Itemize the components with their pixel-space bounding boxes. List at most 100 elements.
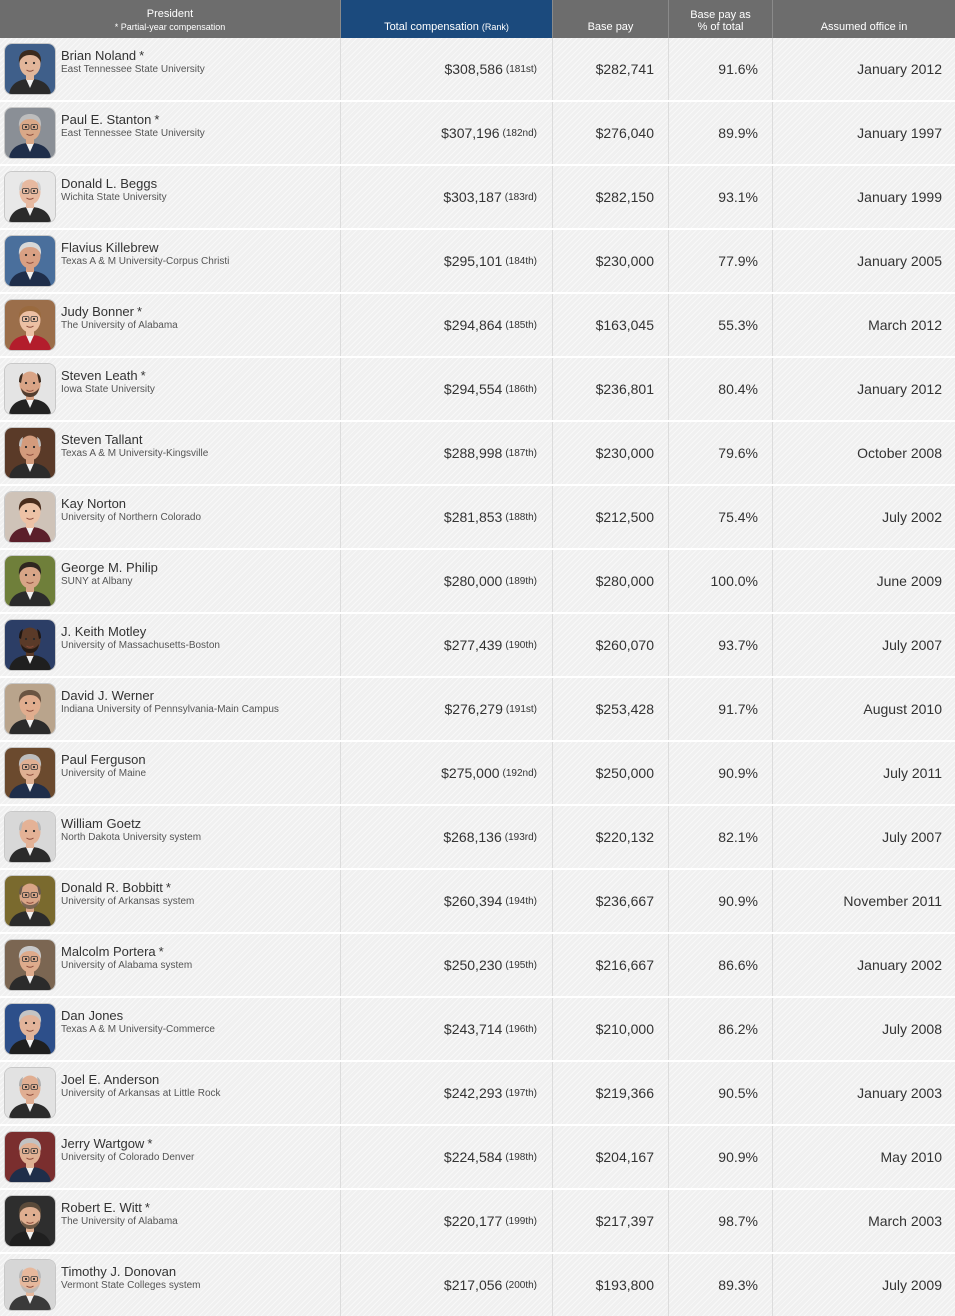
president-info: David J. Werner Indiana University of Pe…	[61, 688, 279, 716]
table-row[interactable]: Kay Norton University of Northern Colora…	[0, 486, 955, 548]
portrait-collar	[26, 399, 34, 408]
avatar	[5, 684, 55, 734]
president-name: Judy Bonner	[61, 304, 134, 319]
portrait-eye-left	[24, 1149, 28, 1153]
assumed-office-header-label: Assumed office in	[820, 21, 908, 33]
portrait-face	[19, 1139, 41, 1165]
president-info: William Goetz North Dakota University sy…	[61, 816, 201, 844]
base-pay-percent-value: 79.6%	[718, 445, 758, 461]
base-pay-cell: $230,000	[553, 230, 669, 292]
rank-value: (184th)	[505, 255, 537, 267]
president-name-line: David J. Werner	[61, 688, 279, 703]
assumed-office-cell: March 2003	[773, 1190, 955, 1252]
table-row[interactable]: William Goetz North Dakota University sy…	[0, 806, 955, 868]
total-compensation-cell: $295,101 (184th)	[341, 230, 553, 292]
rank-value: (182nd)	[502, 127, 537, 139]
portrait-eye-left	[24, 1021, 28, 1025]
portrait-image	[5, 748, 55, 798]
president-cell: William Goetz North Dakota University sy…	[0, 806, 341, 868]
base-pay-percent-value: 90.9%	[718, 893, 758, 909]
base-pay-percent-value: 98.7%	[718, 1213, 758, 1229]
table-row[interactable]: Paul Ferguson University of Maine $275,0…	[0, 742, 955, 804]
portrait-eye-left	[24, 1213, 28, 1217]
total-compensation-value: $303,187	[443, 189, 502, 205]
table-row[interactable]: Donald L. Beggs Wichita State University…	[0, 166, 955, 228]
portrait-collar	[26, 655, 34, 664]
portrait-face	[19, 51, 41, 77]
president-info: Judy Bonner * The University of Alabama	[61, 304, 178, 332]
base-pay-percent-value: 90.9%	[718, 765, 758, 781]
base-pay-value: $217,397	[595, 1213, 654, 1229]
assumed-office-cell: January 1997	[773, 102, 955, 164]
table-row[interactable]: David J. Werner Indiana University of Pe…	[0, 678, 955, 740]
rank-value: (199th)	[505, 1215, 537, 1227]
table-row[interactable]: Donald R. Bobbitt * University of Arkansa…	[0, 870, 955, 932]
portrait-face	[19, 755, 41, 781]
table-row[interactable]: Brian Noland * East Tennessee State Unive…	[0, 38, 955, 100]
table-row[interactable]: Malcolm Portera * University of Alabama s…	[0, 934, 955, 996]
assumed-office-value: January 2012	[857, 381, 942, 397]
table-row[interactable]: Flavius Killebrew Texas A & M University…	[0, 230, 955, 292]
portrait-image	[5, 620, 55, 670]
table-row[interactable]: Dan Jones Texas A & M University-Commerc…	[0, 998, 955, 1060]
base-pay-value: $193,800	[595, 1277, 654, 1293]
table-row[interactable]: Joel E. Anderson University of Arkansas …	[0, 1062, 955, 1124]
portrait-eye-left	[24, 445, 28, 449]
portrait-eye-right	[32, 1149, 36, 1153]
portrait-image	[5, 300, 55, 350]
table-row[interactable]: Jerry Wartgow * University of Colorado De…	[0, 1126, 955, 1188]
table-row[interactable]: Steven Tallant Texas A & M University-Ki…	[0, 422, 955, 484]
table-row[interactable]: Timothy J. Donovan Vermont State College…	[0, 1254, 955, 1316]
portrait-face	[19, 371, 41, 397]
president-cell: Paul E. Stanton * East Tennessee State Un…	[0, 102, 341, 164]
portrait-glasses-left	[22, 316, 30, 322]
university-name: Wichita State University	[61, 192, 167, 203]
column-header-base-pay-percent[interactable]: Base pay as % of total	[669, 0, 773, 38]
portrait-mouth	[26, 69, 34, 72]
base-pay-percent-value: 93.7%	[718, 637, 758, 653]
total-compensation-cell: $220,177 (199th)	[341, 1190, 553, 1252]
total-compensation-cell: $243,714 (196th)	[341, 998, 553, 1060]
portrait-beard	[21, 1284, 39, 1293]
president-cell: Malcolm Portera * University of Alabama s…	[0, 934, 341, 996]
column-header-base-pay[interactable]: Base pay	[553, 0, 669, 38]
president-name: Donald R. Bobbitt	[61, 880, 163, 895]
assumed-office-value: July 2002	[882, 509, 942, 525]
portrait-face	[19, 499, 41, 525]
table-row[interactable]: George M. Philip SUNY at Albany $280,000…	[0, 550, 955, 612]
base-pay-header-label: Base pay	[587, 21, 634, 33]
table-row[interactable]: J. Keith Motley University of Massachuse…	[0, 614, 955, 676]
table-row[interactable]: Paul E. Stanton * East Tennessee State Un…	[0, 102, 955, 164]
column-header-president[interactable]: President * Partial-year compensation	[0, 0, 341, 38]
president-cell: Donald L. Beggs Wichita State University	[0, 166, 341, 228]
table-row[interactable]: Judy Bonner * The University of Alabama $…	[0, 294, 955, 356]
total-compensation-cell: $307,196 (182nd)	[341, 102, 553, 164]
assumed-office-cell: July 2002	[773, 486, 955, 548]
assumed-office-value: July 2007	[882, 829, 942, 845]
table-row[interactable]: Robert E. Witt * The University of Alabam…	[0, 1190, 955, 1252]
president-info: Dan Jones Texas A & M University-Commerc…	[61, 1008, 215, 1036]
portrait-collar	[26, 1231, 34, 1240]
avatar	[5, 1196, 55, 1246]
assumed-office-value: January 1997	[857, 125, 942, 141]
base-pay-percent-value: 90.9%	[718, 1149, 758, 1165]
university-name: Texas A & M University-Corpus Christi	[61, 256, 230, 267]
assumed-office-cell: January 2005	[773, 230, 955, 292]
base-pay-cell: $276,040	[553, 102, 669, 164]
column-header-total-compensation[interactable]: Total compensation (Rank)	[341, 0, 553, 38]
portrait-eye-right	[32, 957, 36, 961]
portrait-face	[19, 691, 41, 717]
avatar	[5, 492, 55, 542]
base-pay-cell: $280,000	[553, 550, 669, 612]
portrait-eye-left	[24, 317, 28, 321]
assumed-office-cell: January 2003	[773, 1062, 955, 1124]
assumed-office-cell: July 2008	[773, 998, 955, 1060]
portrait-collar	[26, 975, 34, 984]
university-name: North Dakota University system	[61, 832, 202, 843]
portrait-mouth	[26, 1093, 34, 1096]
rank-value: (185th)	[505, 319, 537, 331]
column-header-assumed-office[interactable]: Assumed office in	[773, 0, 955, 38]
base-pay-percent-cell: 89.9%	[669, 102, 773, 164]
table-row[interactable]: Steven Leath * Iowa State University $294…	[0, 358, 955, 420]
president-name-line: Judy Bonner *	[61, 304, 178, 319]
